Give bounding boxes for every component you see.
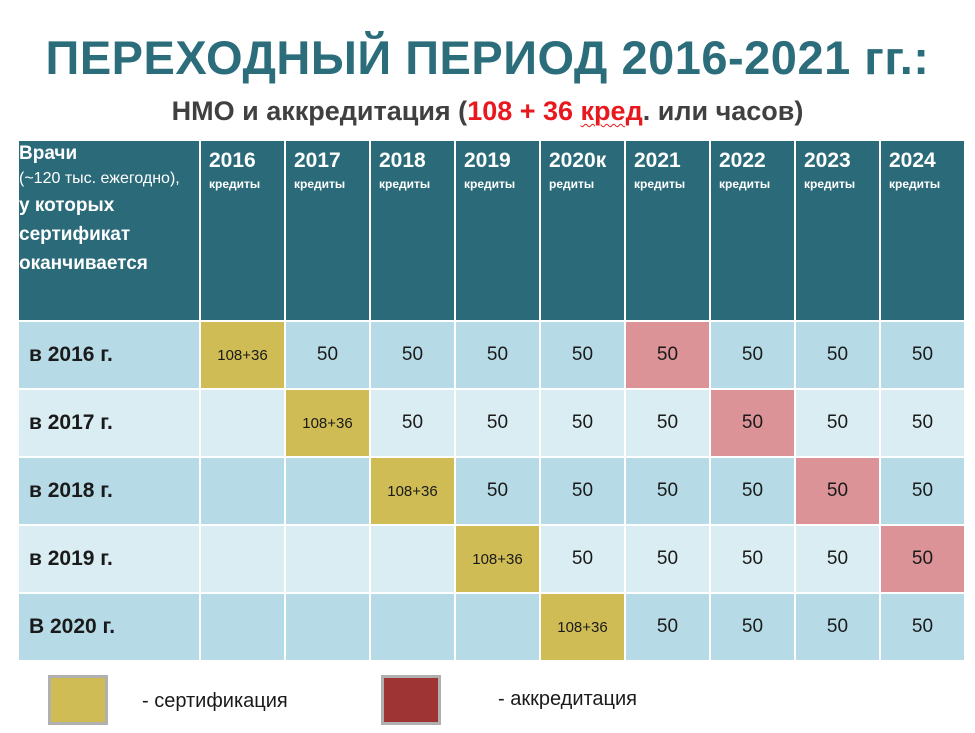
table-cell: 50 [540, 457, 625, 525]
table-cell [200, 457, 285, 525]
table-cell: 108+36 [540, 593, 625, 661]
row-label: в 2017 г. [18, 389, 200, 457]
table-cell: 50 [880, 457, 965, 525]
year-label: 2022 [719, 149, 794, 173]
table-cell [200, 593, 285, 661]
subtitle-red-numbers: 108 + 36 [467, 96, 580, 126]
year-unit: кредиты [889, 177, 964, 191]
table-cell: 50 [795, 321, 880, 389]
table-cell: 50 [795, 593, 880, 661]
table-cell: 50 [625, 593, 710, 661]
table-cell: 50 [285, 321, 370, 389]
table-cell: 50 [795, 525, 880, 593]
table-cell: 50 [880, 525, 965, 593]
table-cell: 50 [540, 389, 625, 457]
table-cell: 50 [455, 321, 540, 389]
table-cell [285, 593, 370, 661]
table-cell: 50 [880, 321, 965, 389]
legend-accreditation-label: - аккредитация [498, 688, 637, 711]
table-cell: 50 [540, 525, 625, 593]
year-label: 2020к [549, 149, 624, 173]
year-header: 2022 кредиты [710, 140, 795, 321]
legend-accreditation-swatch [381, 675, 441, 725]
table-cell [200, 525, 285, 593]
page-subtitle: НМО и аккредитация (108 + 36 кред. или ч… [0, 94, 975, 128]
table-cell: 50 [795, 457, 880, 525]
corner-line1: Врачи [19, 141, 199, 167]
table-row: в 2017 г. 108+36 50 50 50 50 50 50 50 [18, 389, 965, 457]
schedule-table: Врачи (~120 тыс. ежегодно), у которых се… [17, 139, 966, 662]
table-cell: 108+36 [455, 525, 540, 593]
table-cell [370, 593, 455, 661]
page-title: ПЕРЕХОДНЫЙ ПЕРИОД 2016-2021 гг.: [0, 30, 975, 86]
legend-certification-swatch [48, 675, 108, 725]
year-label: 2017 [294, 149, 369, 173]
year-unit: кредиты [804, 177, 879, 191]
table-cell: 50 [710, 457, 795, 525]
year-unit: кредиты [719, 177, 794, 191]
header-row: Врачи (~120 тыс. ежегодно), у которых се… [18, 140, 965, 321]
table-cell: 108+36 [285, 389, 370, 457]
year-label: 2018 [379, 149, 454, 173]
table-cell: 50 [710, 389, 795, 457]
table-cell: 50 [370, 389, 455, 457]
table-cell [370, 525, 455, 593]
table-cell: 108+36 [200, 321, 285, 389]
row-label: В 2020 г. [18, 593, 200, 661]
year-unit: кредиты [379, 177, 454, 191]
corner-line3: у которых сертификат оканчивается [19, 191, 199, 278]
year-unit: кредиты [634, 177, 709, 191]
year-unit: кредиты [209, 177, 284, 191]
year-unit: кредиты [294, 177, 369, 191]
table-cell: 108+36 [370, 457, 455, 525]
table-cell [285, 525, 370, 593]
corner-line2: (~120 тыс. ежегодно), [19, 167, 199, 191]
table-cell: 50 [710, 321, 795, 389]
table-cell: 50 [455, 389, 540, 457]
table-cell [200, 389, 285, 457]
table-row: в 2019 г. 108+36 50 50 50 50 50 [18, 525, 965, 593]
table-cell: 50 [710, 525, 795, 593]
table-cell: 50 [795, 389, 880, 457]
year-header: 2021 кредиты [625, 140, 710, 321]
table-cell: 50 [880, 593, 965, 661]
year-header: 2016 кредиты [200, 140, 285, 321]
subtitle-prefix: НМО и аккредитация ( [172, 96, 468, 126]
year-header: 2019 кредиты [455, 140, 540, 321]
table-cell [285, 457, 370, 525]
year-label: 2019 [464, 149, 539, 173]
table-cell: 50 [625, 457, 710, 525]
year-header: 2024 кредиты [880, 140, 965, 321]
table-cell [455, 593, 540, 661]
table-cell: 50 [455, 457, 540, 525]
table-cell: 50 [540, 321, 625, 389]
table-row: в 2016 г. 108+36 50 50 50 50 50 50 50 50 [18, 321, 965, 389]
subtitle-red-underlined: кред [581, 96, 643, 126]
year-unit: кредиты [464, 177, 539, 191]
table-cell: 50 [370, 321, 455, 389]
table-row: В 2020 г. 108+36 50 50 50 50 [18, 593, 965, 661]
row-label: в 2018 г. [18, 457, 200, 525]
table-row: в 2018 г. 108+36 50 50 50 50 50 50 [18, 457, 965, 525]
year-header: 2020к редиты [540, 140, 625, 321]
table-cell: 50 [710, 593, 795, 661]
year-header: 2018 кредиты [370, 140, 455, 321]
year-header: 2017 кредиты [285, 140, 370, 321]
year-label: 2024 [889, 149, 964, 173]
year-header: 2023 кредиты [795, 140, 880, 321]
subtitle-suffix: . или часов) [643, 96, 804, 126]
legend-certification-label: - сертификация [142, 690, 288, 713]
year-label: 2021 [634, 149, 709, 173]
table-cell: 50 [625, 525, 710, 593]
year-label: 2023 [804, 149, 879, 173]
year-unit: редиты [549, 177, 624, 191]
year-label: 2016 [209, 149, 284, 173]
table-cell: 50 [625, 389, 710, 457]
corner-header: Врачи (~120 тыс. ежегодно), у которых се… [18, 140, 200, 321]
table-cell: 50 [625, 321, 710, 389]
row-label: в 2016 г. [18, 321, 200, 389]
row-label: в 2019 г. [18, 525, 200, 593]
table-cell: 50 [880, 389, 965, 457]
